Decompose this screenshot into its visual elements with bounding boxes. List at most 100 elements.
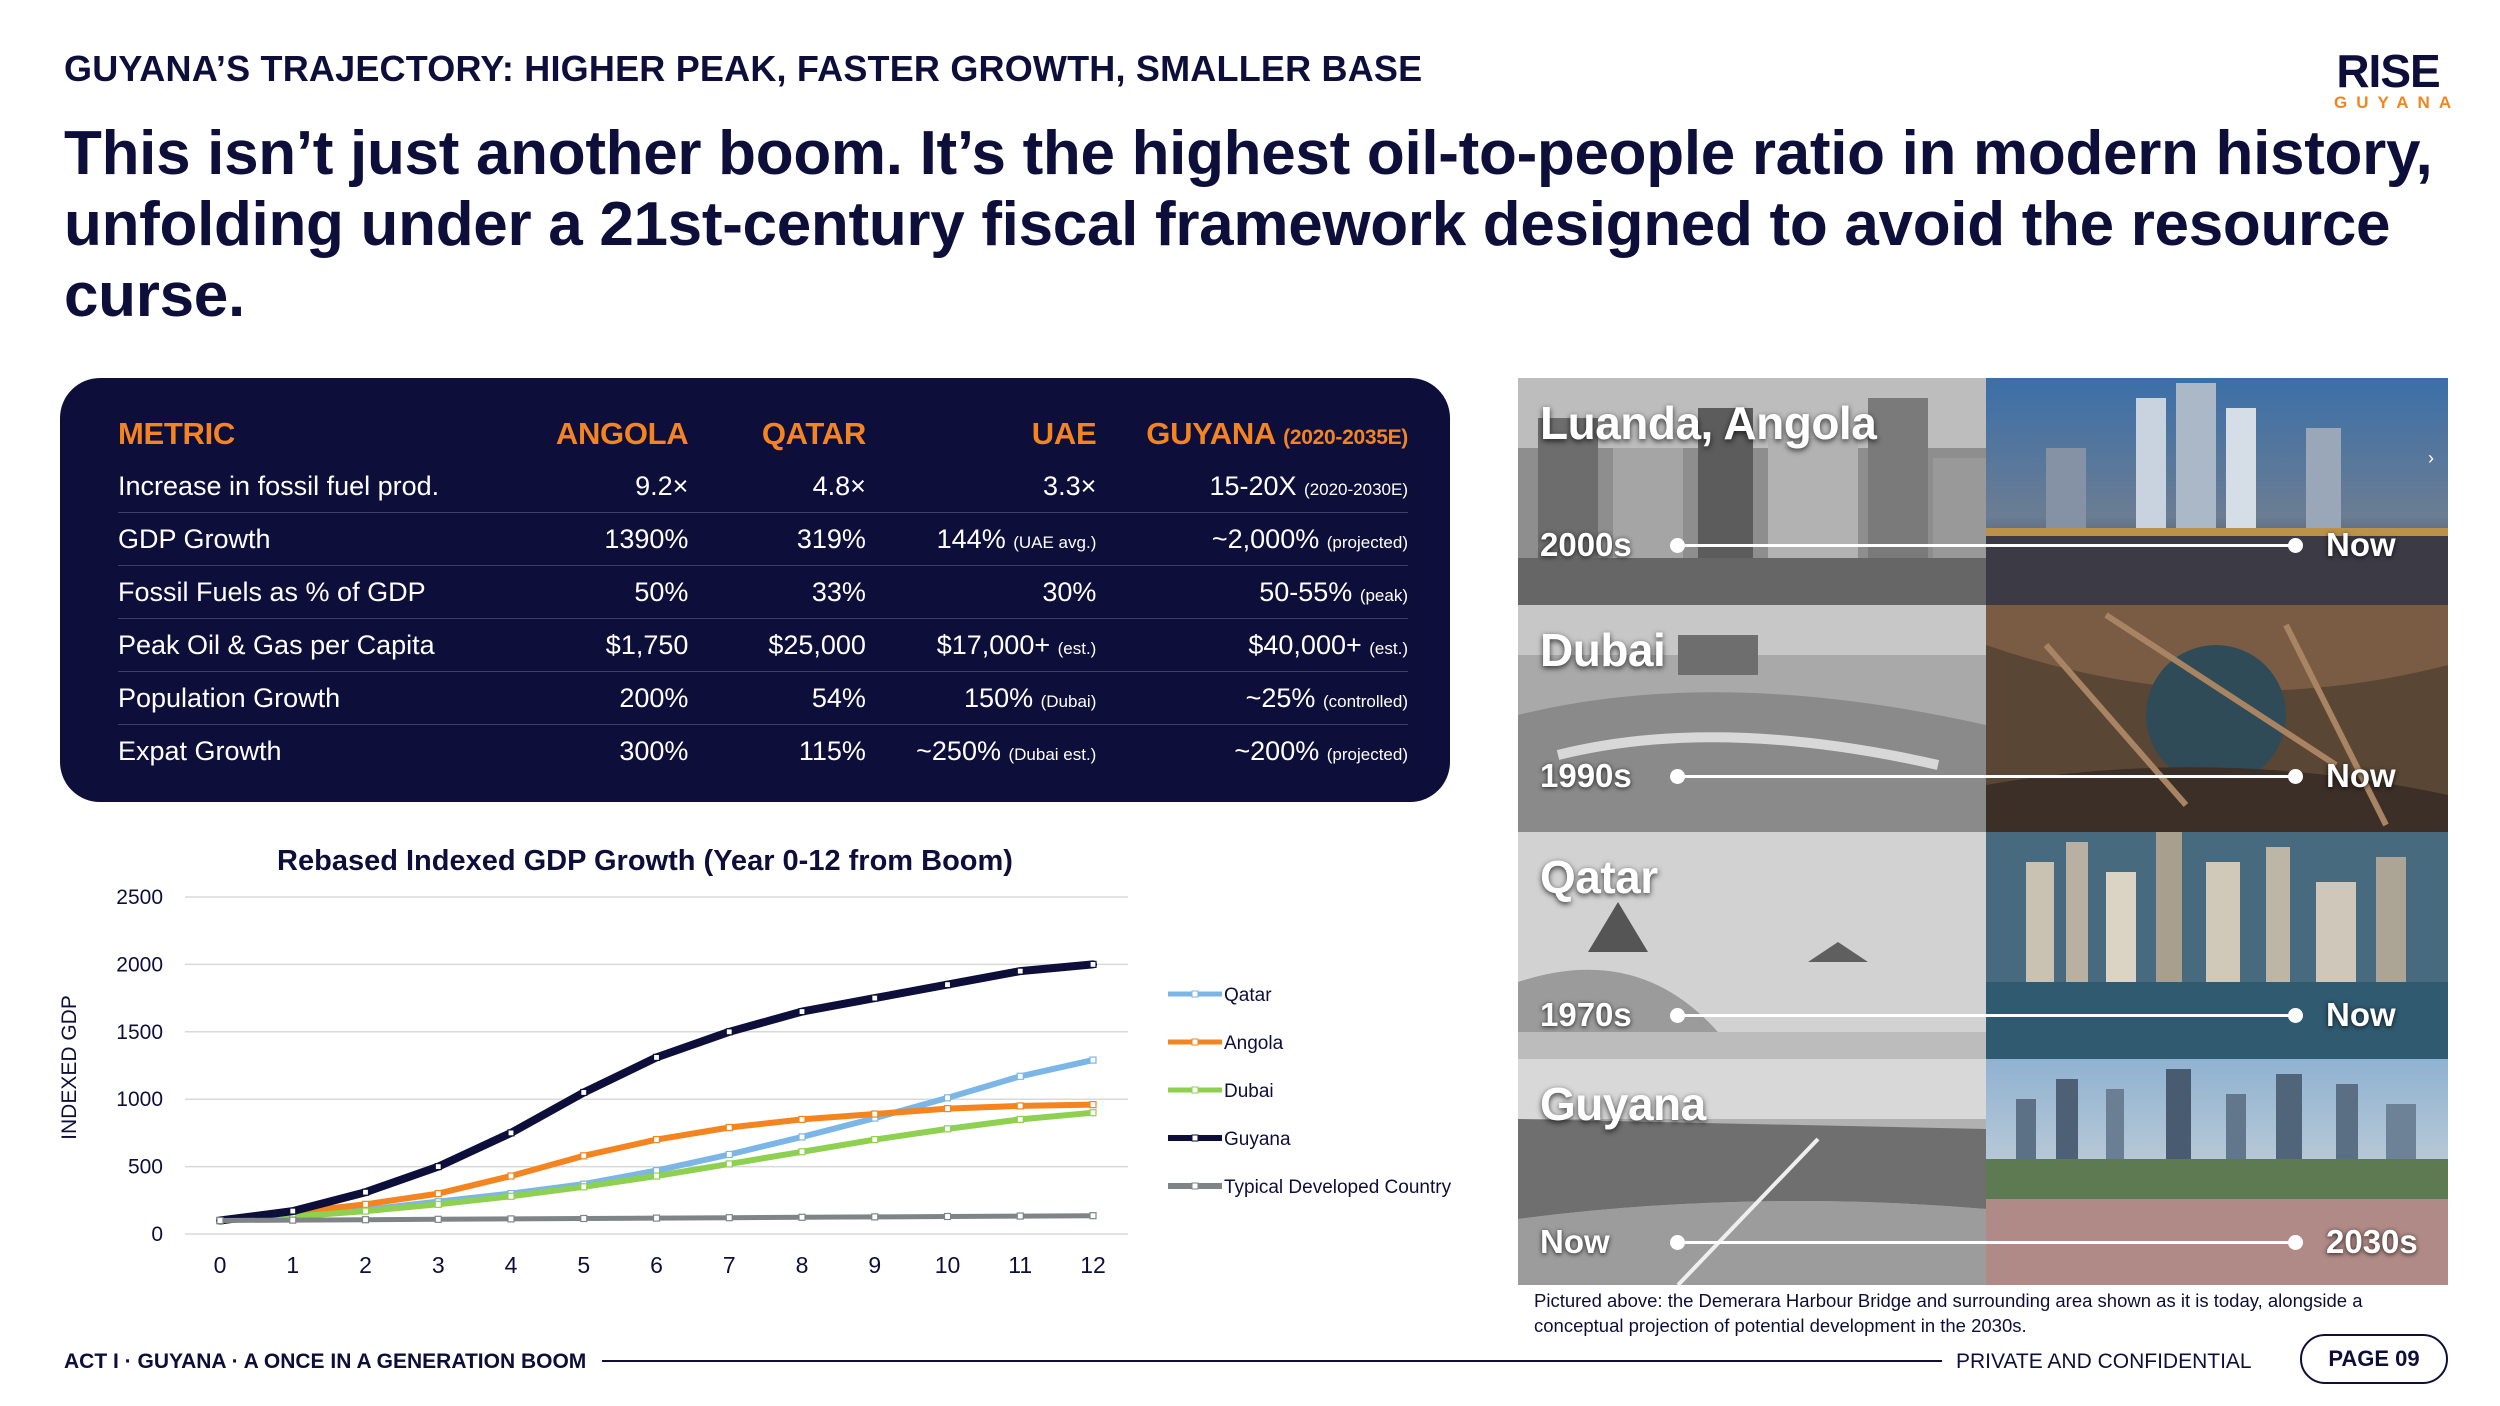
cell-metric: Peak Oil & Gas per Capita bbox=[118, 630, 515, 661]
cell-angola-value: 9.2× bbox=[635, 470, 689, 501]
photo-luanda-to: Now bbox=[2326, 526, 2396, 563]
cell-metric: Population Growth bbox=[118, 683, 515, 714]
data-point bbox=[943, 1105, 952, 1113]
x-tick-label: 5 bbox=[577, 1252, 590, 1278]
timeline-line bbox=[1678, 544, 2296, 547]
cell-uae: 3.3× bbox=[866, 471, 1096, 502]
legend-marker bbox=[1191, 1038, 1199, 1046]
data-point bbox=[943, 1212, 952, 1221]
data-point bbox=[871, 1110, 879, 1118]
cell-qatar: 33% bbox=[688, 577, 866, 608]
data-point bbox=[798, 1115, 806, 1124]
data-point bbox=[580, 1152, 588, 1160]
rise-guyana-logo: RISE GUYANA bbox=[2326, 45, 2451, 112]
photo-luanda-from: 2000s bbox=[1540, 526, 1632, 563]
cell-guyana-note: (controlled) bbox=[1322, 691, 1408, 711]
x-tick-label: 8 bbox=[796, 1252, 809, 1278]
data-point bbox=[798, 1007, 806, 1016]
legend-marker bbox=[1191, 1086, 1199, 1094]
cell-angola-value: 300% bbox=[619, 736, 689, 766]
timeline-start-dot bbox=[1670, 769, 1685, 784]
cell-uae: ~250% (Dubai est.) bbox=[866, 736, 1096, 767]
cell-guyana-note: (projected) bbox=[1326, 532, 1408, 552]
cell-qatar: 54% bbox=[688, 683, 866, 714]
data-point bbox=[798, 1133, 806, 1141]
cell-uae-value: 3.3× bbox=[1043, 470, 1097, 501]
data-point bbox=[507, 1172, 515, 1180]
cell-metric-value: Fossil Fuels as % of GDP bbox=[118, 576, 426, 607]
x-tick-label: 7 bbox=[723, 1252, 736, 1278]
header-uae: UAE bbox=[1031, 416, 1097, 451]
cell-uae-value: ~250% bbox=[916, 736, 1001, 766]
table-row: Expat Growth 300% 115% ~250% (Dubai est.) ~2… bbox=[118, 725, 1408, 778]
x-tick-label: 10 bbox=[935, 1252, 961, 1278]
eyebrow-title: GUYANA’S TRAJECTORY: HIGHER PEAK, FASTER… bbox=[64, 48, 1423, 89]
cell-angola: 1390% bbox=[515, 524, 688, 555]
cell-guyana: 15-20X (2020-2030E) bbox=[1096, 471, 1408, 502]
data-point bbox=[1016, 967, 1024, 975]
cell-guyana: ~2,000% (projected) bbox=[1096, 524, 1408, 555]
cell-metric-value: Peak Oil & Gas per Capita bbox=[118, 629, 435, 660]
table-row: Fossil Fuels as % of GDP 50% 33% 30% 50-55% … bbox=[118, 566, 1408, 619]
legend-entry: Qatar bbox=[1224, 985, 1272, 1006]
data-point bbox=[289, 1207, 297, 1215]
legend-entry: Typical Developed Country bbox=[1224, 1177, 1452, 1198]
cell-metric-value: Population Growth bbox=[118, 682, 341, 713]
comparison-table-panel: METRIC ANGOLA QATAR UAE GUYANA (2020-203… bbox=[60, 378, 1450, 802]
cell-guyana-value: 15-20X bbox=[1209, 470, 1297, 501]
timeline-line bbox=[1678, 775, 2296, 778]
data-point bbox=[725, 1160, 733, 1168]
cell-angola: $1,750 bbox=[515, 630, 689, 661]
cell-guyana-value: $40,000+ bbox=[1248, 629, 1362, 660]
table-row: Peak Oil & Gas per Capita $1,750 $25,000 $1… bbox=[118, 619, 1408, 672]
data-point bbox=[1089, 1056, 1097, 1064]
cell-angola: 300% bbox=[515, 736, 689, 767]
photo-guyana: Guyana Now 2030s bbox=[1518, 1059, 2448, 1285]
data-point bbox=[216, 1216, 224, 1225]
cell-metric-value: Increase in fossil fuel prod. bbox=[118, 470, 440, 501]
data-point bbox=[1016, 1102, 1024, 1110]
cell-qatar: 319% bbox=[688, 524, 866, 555]
footer-divider bbox=[602, 1360, 1942, 1362]
data-point bbox=[652, 1172, 661, 1180]
y-tick-label: 0 bbox=[151, 1223, 163, 1246]
photo-luanda: Luanda, Angola 2000s Now › bbox=[1518, 378, 2448, 608]
cell-uae: $17,000+ (est.) bbox=[866, 630, 1097, 661]
y-tick-label: 2000 bbox=[116, 953, 163, 976]
y-tick-label: 1500 bbox=[116, 1021, 163, 1044]
photo-luanda-city: Luanda, Angola bbox=[1540, 397, 1877, 449]
data-point bbox=[871, 994, 879, 1002]
x-tick-label: 12 bbox=[1080, 1252, 1106, 1278]
header-guyana: GUYANA (2020-2035E) bbox=[1096, 416, 1408, 452]
cell-qatar: $25,000 bbox=[688, 630, 866, 661]
timeline-end-dot bbox=[2288, 538, 2303, 553]
y-tick-label: 500 bbox=[128, 1156, 163, 1179]
chart-title: Rebased Indexed GDP Growth (Year 0-12 fr… bbox=[277, 845, 1013, 877]
cell-guyana-note: (projected) bbox=[1326, 745, 1408, 764]
cell-qatar-value: $25,000 bbox=[768, 629, 866, 660]
cell-angola: 9.2× bbox=[515, 470, 689, 502]
x-tick-label: 9 bbox=[868, 1252, 881, 1278]
cell-metric: Expat Growth bbox=[118, 736, 515, 767]
data-point bbox=[289, 1216, 297, 1224]
cell-guyana-value: ~25% bbox=[1245, 682, 1316, 713]
data-point bbox=[652, 1136, 661, 1144]
legend-entry: Guyana bbox=[1224, 1129, 1291, 1150]
luanda-now-image bbox=[1986, 378, 2448, 608]
cell-qatar: 4.8× bbox=[688, 471, 866, 502]
footer-section-label: ACT I · GUYANA · A ONCE IN A GENERATION … bbox=[64, 1350, 587, 1373]
y-axis-label: INDEXED GDP bbox=[58, 995, 81, 1140]
photo-dubai-to: Now bbox=[2326, 757, 2396, 794]
cell-qatar-value: 33% bbox=[811, 576, 866, 607]
logo-word: RISE bbox=[2336, 45, 2440, 97]
photo-dubai-from: 1990s bbox=[1540, 757, 1632, 794]
cell-qatar-value: 319% bbox=[796, 523, 866, 554]
timeline-end-dot bbox=[2288, 1008, 2303, 1023]
timeline-line bbox=[1678, 1014, 2296, 1017]
timeline-start-dot bbox=[1670, 1008, 1685, 1023]
cell-qatar-value: 54% bbox=[811, 682, 866, 713]
data-point bbox=[507, 1129, 515, 1137]
cell-guyana: ~200% (projected) bbox=[1096, 736, 1408, 767]
legend-marker bbox=[1191, 990, 1199, 998]
guyana-2030s-image bbox=[1986, 1059, 2448, 1285]
